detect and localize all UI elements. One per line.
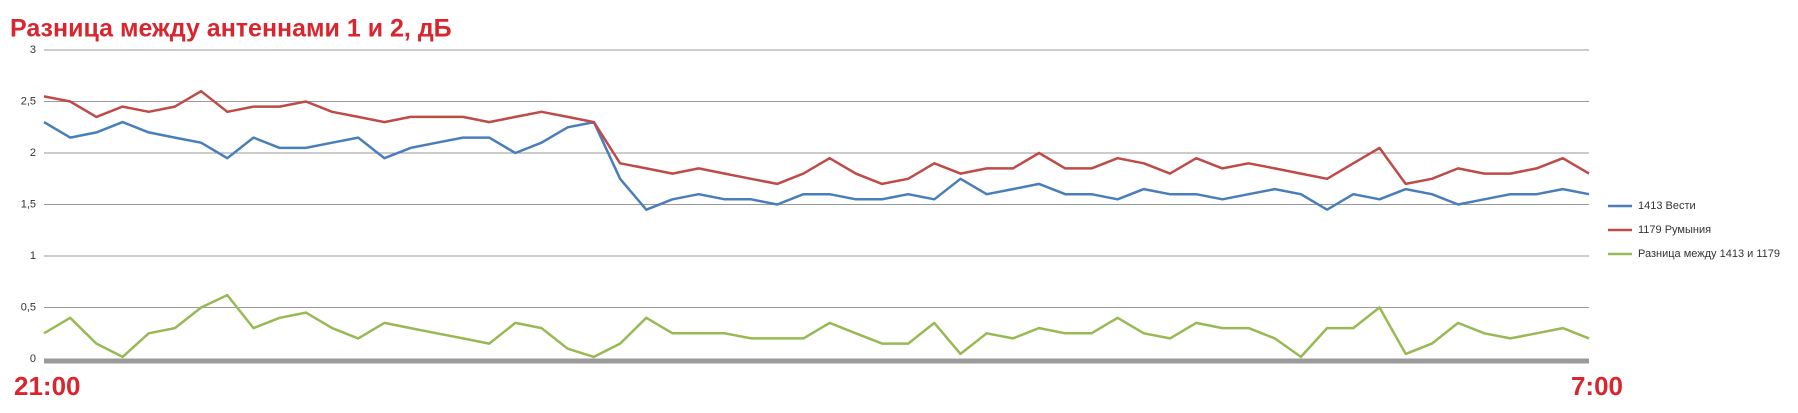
y-tick-label: 0 xyxy=(30,353,36,365)
y-tick-label: 2,5 xyxy=(21,95,36,107)
chart-title: Разница между антеннами 1 и 2, дБ xyxy=(10,15,452,43)
series-line xyxy=(43,120,1590,211)
x-tick-label: 7:00 xyxy=(1571,371,1623,401)
y-tick-label: 1,5 xyxy=(21,198,36,210)
series-line xyxy=(43,89,1590,186)
y-tick-label: 2 xyxy=(30,147,36,159)
y-tick-label: 0,5 xyxy=(21,301,36,313)
legend-label: 1179 Румыния xyxy=(1638,224,1711,236)
legend-label: 1413 Вести xyxy=(1638,200,1696,212)
y-tick-label: 1 xyxy=(30,250,36,262)
legend-label: Разница между 1413 и 1179 xyxy=(1638,248,1780,260)
y-tick-label: 3 xyxy=(30,44,36,56)
x-tick-label: 21:00 xyxy=(14,371,81,401)
series-line xyxy=(43,293,1590,359)
